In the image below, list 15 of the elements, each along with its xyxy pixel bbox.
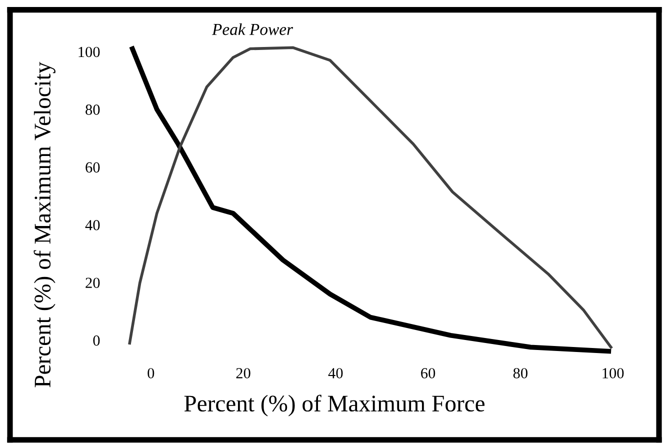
x-tick-label: 60 (421, 368, 436, 378)
y-tick-label: 60 (86, 162, 100, 173)
x-tick-label: 80 (513, 368, 528, 378)
x-tick-label: 20 (236, 368, 250, 378)
y-tick-label: 40 (85, 220, 100, 230)
y-axis-title: Percent (%) of Maximum Velocity (34, 62, 56, 388)
x-tick-label: 40 (328, 368, 343, 378)
x-axis-title: Percent (%) of Maximum Force (184, 394, 484, 416)
annotation: Peak Power (212, 23, 294, 36)
y-tick-label: 100 (78, 46, 100, 58)
x-tick-label: 100 (602, 368, 624, 378)
y-tick-label: 20 (86, 278, 100, 288)
y-tick-label: 0 (93, 335, 100, 346)
x-tick-label: 0 (148, 368, 154, 378)
y-tick-label: 80 (86, 104, 100, 115)
